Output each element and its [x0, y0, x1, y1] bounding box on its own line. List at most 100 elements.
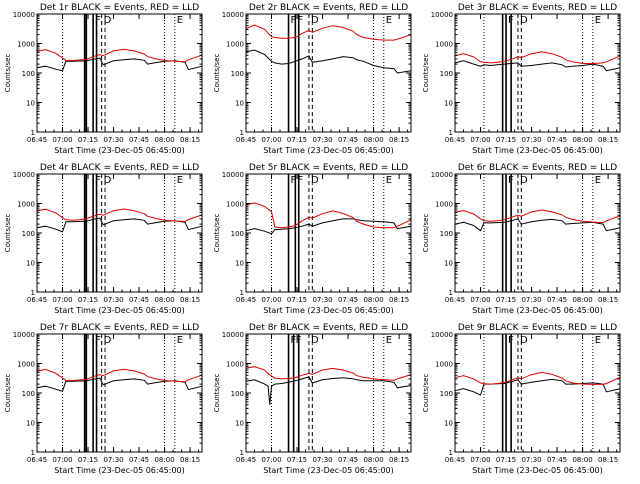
x-tick-label: 07:30: [521, 136, 541, 144]
time-marker-label: D: [520, 15, 528, 26]
y-tick-label: 10000: [222, 331, 244, 339]
x-tick-label: 07:45: [129, 456, 149, 464]
x-tick-label: 07:45: [129, 136, 149, 144]
events-series-line: [36, 377, 203, 392]
x-tick-label: 08:00: [363, 136, 383, 144]
chart-panel: Det 3r BLACK = Events, RED = LLDFDE11010…: [422, 3, 621, 155]
x-tick-label: 07:45: [129, 296, 149, 304]
x-tick-label: 07:00: [261, 296, 281, 304]
chart-panel: Det 9r BLACK = Events, RED = LLDFDE11010…: [422, 323, 621, 475]
events-series-line: [245, 49, 412, 74]
plot-frame: [36, 333, 203, 453]
chart-title: Det 2r BLACK = Events, RED = LLD: [249, 3, 408, 13]
x-tick-label: 07:45: [547, 456, 567, 464]
time-marker-label: F: [95, 15, 101, 26]
x-tick-label: 08:15: [180, 136, 200, 144]
x-tick-label: 07:45: [338, 136, 358, 144]
y-tick-label: 1: [449, 289, 453, 297]
x-tick-label: 07:45: [547, 136, 567, 144]
x-tick-label: 07:30: [312, 296, 332, 304]
y-tick-label: 10000: [222, 11, 244, 19]
time-marker-label: E: [595, 175, 601, 186]
y-tick-label: 1000: [226, 201, 244, 209]
x-tick-label: 07:00: [261, 456, 281, 464]
x-tick-label: 08:00: [363, 456, 383, 464]
time-marker-label: F: [95, 175, 101, 186]
y-tick-label: 1000: [435, 201, 453, 209]
time-marker-label: E: [595, 15, 601, 26]
y-axis-label: Counts/sec: [4, 374, 12, 413]
time-marker-label: E: [177, 335, 183, 346]
y-tick-label: 100: [440, 390, 453, 398]
x-axis-label: Start Time (23-Dec-05 06:45:00): [263, 306, 394, 315]
events-series-line: [36, 217, 203, 233]
plot-frame: [36, 173, 203, 293]
x-tick-label: 07:30: [521, 296, 541, 304]
y-tick-label: 1: [449, 449, 453, 457]
lld-series-line: [245, 24, 412, 41]
y-tick-label: 10000: [13, 331, 35, 339]
chart-panel: Det 8r BLACK = Events, RED = LLDFFDE1101…: [213, 323, 412, 475]
x-tick-label: 07:30: [312, 136, 332, 144]
y-tick-label: 10: [26, 260, 35, 268]
x-tick-label: 06:45: [27, 136, 47, 144]
x-tick-label: 08:00: [572, 136, 592, 144]
x-tick-label: 07:00: [470, 136, 490, 144]
time-marker-label: D: [311, 15, 319, 26]
plot-frame: [454, 13, 621, 133]
lld-series-line: [454, 371, 621, 385]
x-tick-label: 06:45: [236, 456, 256, 464]
y-tick-label: 100: [231, 390, 244, 398]
events-series-line: [454, 60, 621, 72]
x-tick-label: 07:15: [287, 136, 307, 144]
x-tick-label: 08:15: [598, 296, 618, 304]
x-tick-label: 07:15: [78, 456, 98, 464]
x-axis-label: Start Time (23-Dec-05 06:45:00): [54, 306, 185, 315]
x-axis-label: Start Time (23-Dec-05 06:45:00): [472, 306, 603, 315]
y-tick-label: 100: [440, 70, 453, 78]
y-tick-label: 10000: [13, 171, 35, 179]
y-tick-label: 10: [444, 100, 453, 108]
y-tick-label: 1000: [226, 41, 244, 49]
plot-frame: [36, 13, 203, 133]
lld-series-line: [245, 202, 412, 229]
x-axis-label: Start Time (23-Dec-05 06:45:00): [54, 146, 185, 155]
events-series-line: [245, 218, 412, 235]
x-axis-label: Start Time (23-Dec-05 06:45:00): [472, 466, 603, 475]
y-tick-label: 100: [22, 390, 35, 398]
x-tick-label: 06:45: [445, 456, 465, 464]
x-tick-label: 06:45: [236, 136, 256, 144]
x-tick-label: 07:45: [338, 456, 358, 464]
y-tick-label: 100: [22, 230, 35, 238]
y-tick-label: 10: [26, 100, 35, 108]
x-tick-label: 07:30: [103, 296, 123, 304]
y-tick-label: 1000: [435, 41, 453, 49]
y-tick-label: 1: [31, 129, 35, 137]
y-tick-label: 1000: [226, 361, 244, 369]
lld-series-line: [454, 51, 621, 64]
chart-title: Det 7r BLACK = Events, RED = LLD: [40, 323, 199, 333]
y-tick-label: 1000: [435, 361, 453, 369]
x-tick-label: 06:45: [27, 456, 47, 464]
time-marker-label: E: [177, 175, 183, 186]
time-marker-label: E: [595, 335, 601, 346]
chart-title: Det 4r BLACK = Events, RED = LLD: [40, 163, 199, 173]
lld-series-line: [36, 368, 203, 383]
x-axis-label: Start Time (23-Dec-05 06:45:00): [263, 146, 394, 155]
time-marker-label: D: [104, 175, 112, 186]
events-series-line: [245, 376, 412, 405]
events-series-line: [454, 218, 621, 232]
y-tick-label: 100: [440, 230, 453, 238]
x-axis-label: Start Time (23-Dec-05 06:45:00): [263, 466, 394, 475]
time-marker-label: E: [386, 335, 392, 346]
time-marker-label: D: [520, 175, 528, 186]
x-tick-label: 07:30: [521, 456, 541, 464]
x-tick-label: 08:00: [154, 456, 174, 464]
x-tick-label: 07:00: [261, 136, 281, 144]
y-tick-label: 10: [235, 260, 244, 268]
x-tick-label: 07:30: [103, 456, 123, 464]
y-tick-label: 10: [235, 100, 244, 108]
x-tick-label: 06:45: [27, 296, 47, 304]
